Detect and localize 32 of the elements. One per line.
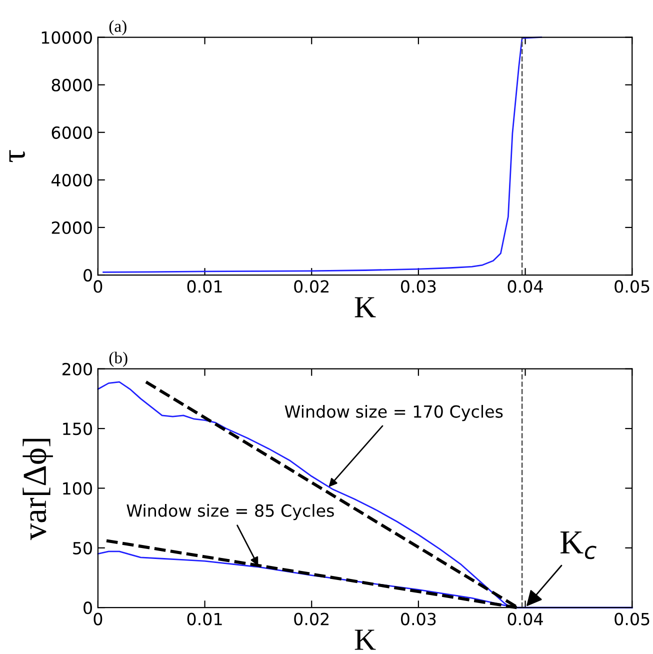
x-tick-label: 0.01 — [187, 280, 222, 293]
annotation: Window size = 85 Cycles — [126, 504, 334, 520]
y-tick-label: 8000 — [52, 78, 92, 92]
x-tick-label: 0.05 — [614, 612, 650, 626]
x-tick-label: 0.03 — [400, 612, 436, 626]
x-tick-label: 0.04 — [508, 612, 543, 626]
annotation: Window size = 170 Cycles — [284, 404, 503, 422]
y-tick-label: 0 — [84, 268, 92, 282]
x-tick-label: 0.01 — [187, 612, 222, 626]
x-tick-label: 0.03 — [400, 280, 436, 293]
y-tick-label: 200 — [62, 362, 92, 376]
x-tick-label: 0.05 — [614, 280, 650, 293]
y-tick-label: 100 — [63, 482, 92, 495]
y-tick-label: 2000 — [52, 221, 92, 234]
y-tick-label: 4000 — [51, 174, 92, 186]
annotation: K$_{c}$ — [560, 532, 596, 560]
y-axis-title: τ — [9, 150, 25, 162]
y-tick-label: 0 — [84, 602, 92, 614]
x-axis-title: K — [354, 630, 376, 650]
y-tick-label: 6000 — [52, 126, 92, 139]
x-axis-title: K — [354, 297, 376, 318]
x-tick-label: 0 — [94, 612, 102, 626]
x-tick-label: 0.02 — [294, 612, 328, 626]
y-axis-title: var[Δϕ] — [22, 438, 53, 540]
x-tick-label: 0.04 — [508, 280, 543, 293]
x-tick-label: 0 — [94, 280, 102, 293]
y-tick-label: 50 — [73, 542, 92, 554]
x-tick-label: 0.02 — [294, 280, 328, 293]
y-tick-label: 150 — [63, 422, 92, 436]
chart-title: (a) — [109, 20, 126, 36]
chart-title: (b) — [109, 352, 128, 367]
y-tick-label: 10000 — [42, 31, 92, 44]
